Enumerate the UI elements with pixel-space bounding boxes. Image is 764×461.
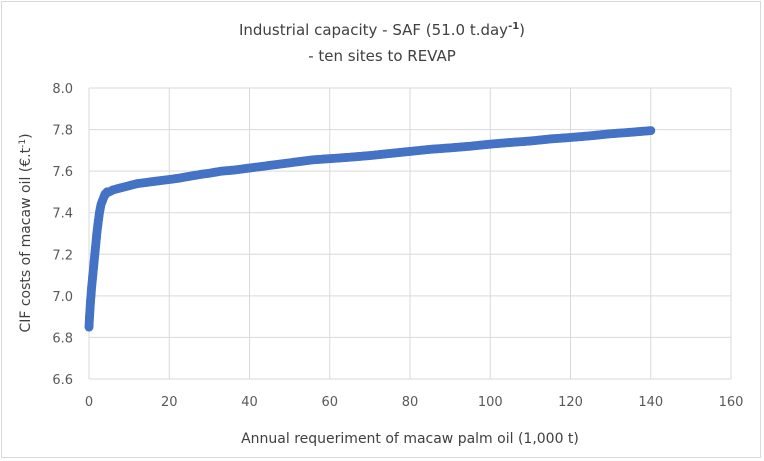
y-tick-label: 8.0: [52, 82, 73, 97]
y-tick-labels: 6.6 6.8 7.0 7.2 7.4 7.6 7.8 8.0: [52, 82, 73, 388]
data-point: [646, 126, 656, 136]
x-tick-labels: 0 20 40 60 80 100 120 140 160: [85, 395, 744, 410]
x-tick-label: 20: [161, 395, 178, 410]
chart-title-line1-end: ): [519, 21, 525, 39]
chart-title-line1-sup: -1: [508, 21, 519, 32]
y-tick-label: 7.0: [52, 290, 73, 305]
y-tick-label: 6.8: [52, 331, 73, 346]
chart-title-line1-main: Industrial capacity - SAF (51.0 t.day: [239, 21, 508, 39]
x-tick-label: 140: [638, 395, 663, 410]
y-tick-label: 6.6: [52, 373, 73, 388]
chart-title-line2: - ten sites to REVAP: [308, 47, 456, 65]
x-tick-label: 120: [558, 395, 583, 410]
y-axis-title-sup: -1: [18, 139, 28, 148]
y-tick-label: 7.6: [52, 165, 73, 180]
y-axis-title-main: CIF costs of macaw oil (€.t: [18, 147, 34, 332]
y-axis-title: CIF costs of macaw oil (€.t-1): [18, 133, 34, 332]
x-axis-title: Annual requeriment of macaw palm oil (1,…: [241, 431, 579, 447]
data-points: [84, 126, 656, 332]
y-tick-label: 7.8: [52, 124, 73, 139]
y-axis-title-end: ): [18, 133, 34, 138]
x-tick-label: 40: [241, 395, 258, 410]
x-tick-label: 0: [85, 395, 93, 410]
y-tick-label: 7.4: [52, 207, 73, 222]
chart-title-line1: Industrial capacity - SAF (51.0 t.day-1): [239, 21, 525, 39]
y-tick-label: 7.2: [52, 248, 73, 263]
x-tick-label: 160: [719, 395, 744, 410]
x-tick-label: 80: [402, 395, 419, 410]
x-tick-label: 100: [478, 395, 503, 410]
x-tick-label: 60: [321, 395, 338, 410]
